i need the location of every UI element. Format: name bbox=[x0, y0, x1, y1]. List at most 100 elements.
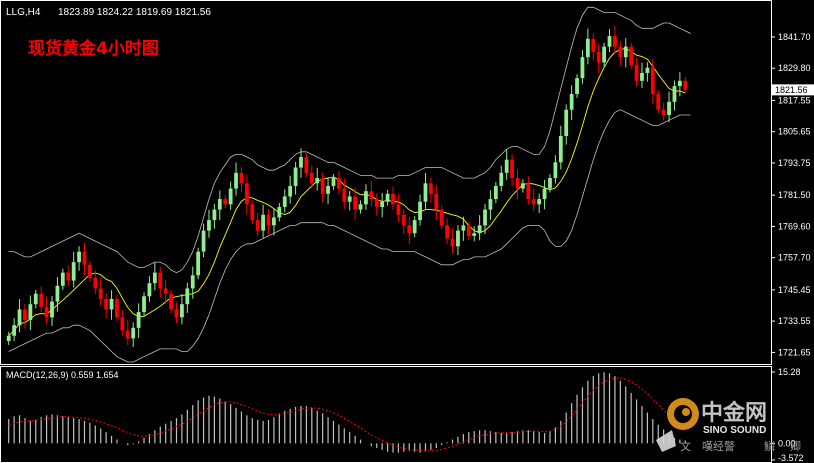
candle-body bbox=[623, 46, 628, 58]
candle-body bbox=[255, 220, 260, 231]
candle-body bbox=[667, 101, 671, 115]
candle-body bbox=[234, 172, 238, 189]
candle bbox=[66, 265, 71, 287]
candle-body bbox=[585, 38, 590, 58]
candle-body bbox=[55, 285, 60, 302]
candle bbox=[88, 260, 92, 282]
candle bbox=[656, 90, 661, 114]
candle-body bbox=[650, 67, 655, 94]
candle bbox=[499, 165, 504, 192]
candle bbox=[196, 247, 201, 280]
candle-body bbox=[553, 162, 558, 179]
candle bbox=[677, 72, 682, 97]
candle bbox=[255, 213, 260, 237]
candle-body bbox=[261, 214, 265, 231]
candle bbox=[315, 167, 320, 191]
candlesticks bbox=[6, 25, 688, 348]
candle bbox=[613, 25, 617, 54]
candle-body bbox=[374, 199, 379, 207]
candle bbox=[28, 295, 33, 331]
candle bbox=[93, 270, 98, 294]
candle-body bbox=[531, 199, 536, 205]
candle bbox=[244, 174, 249, 215]
candle-body bbox=[98, 288, 103, 299]
candle bbox=[23, 303, 27, 329]
price-tick-label: 1721.65 bbox=[778, 347, 811, 357]
price-tick-label: 1781.50 bbox=[778, 190, 811, 200]
candle bbox=[12, 318, 17, 342]
current-price-box bbox=[772, 84, 814, 96]
watermark-sub-1: 文 bbox=[680, 439, 691, 453]
candle-body bbox=[493, 185, 498, 200]
candle bbox=[299, 148, 303, 178]
moving-average-line bbox=[8, 47, 686, 337]
candle bbox=[336, 170, 341, 195]
candle bbox=[602, 42, 606, 67]
candle-body bbox=[152, 272, 157, 284]
candle bbox=[277, 203, 282, 222]
candle-body bbox=[66, 272, 71, 281]
candle-body bbox=[515, 178, 520, 189]
candle-body bbox=[88, 264, 92, 278]
candle bbox=[71, 251, 76, 288]
candle bbox=[223, 195, 228, 209]
candle-body bbox=[364, 191, 368, 205]
candle bbox=[50, 296, 54, 326]
candle-body bbox=[504, 159, 509, 173]
candle bbox=[136, 303, 141, 339]
price-tick-label: 1745.45 bbox=[778, 285, 811, 295]
candle bbox=[331, 174, 336, 190]
candle bbox=[98, 278, 103, 307]
candle-body bbox=[677, 80, 682, 87]
candle bbox=[385, 189, 390, 206]
candle-body bbox=[521, 183, 525, 189]
candle bbox=[250, 200, 255, 225]
candle bbox=[461, 216, 466, 241]
candle-body bbox=[50, 301, 54, 318]
candle bbox=[591, 33, 596, 61]
candle bbox=[423, 173, 428, 209]
candle bbox=[504, 149, 509, 180]
candle-body bbox=[174, 309, 179, 318]
candle bbox=[661, 102, 666, 121]
macd-tick-label: 15.28 bbox=[778, 367, 801, 377]
candle bbox=[239, 167, 244, 192]
candle bbox=[650, 59, 655, 105]
candle bbox=[450, 228, 455, 254]
candle-body bbox=[12, 325, 17, 336]
candle bbox=[142, 292, 146, 317]
candle bbox=[190, 266, 195, 299]
candle bbox=[466, 221, 471, 240]
candle bbox=[44, 296, 49, 325]
candle-body bbox=[602, 46, 606, 63]
candle bbox=[521, 179, 525, 193]
candle bbox=[596, 43, 601, 73]
candle-body bbox=[33, 293, 38, 305]
candle bbox=[667, 91, 671, 123]
candle-body bbox=[309, 172, 314, 184]
candle-body bbox=[163, 288, 168, 294]
candle bbox=[185, 282, 190, 313]
candle bbox=[412, 216, 417, 238]
candle bbox=[131, 322, 136, 348]
candle-body bbox=[412, 220, 417, 234]
candle bbox=[266, 209, 271, 235]
candle bbox=[169, 289, 173, 314]
candle bbox=[358, 200, 363, 214]
candle-body bbox=[510, 159, 514, 179]
candle-body bbox=[407, 225, 412, 234]
price-tick-label: 1805.65 bbox=[778, 127, 811, 137]
candle bbox=[109, 290, 114, 320]
bollinger-upper bbox=[8, 6, 691, 274]
candle-body bbox=[277, 206, 282, 218]
candle-body bbox=[656, 93, 661, 110]
candle bbox=[77, 246, 81, 271]
candle-body bbox=[672, 86, 677, 102]
candle-body bbox=[526, 183, 531, 200]
price-tick-label: 1817.55 bbox=[778, 95, 811, 105]
current-price-marker: 1821.56 bbox=[772, 84, 814, 96]
price-tick-label: 1769.60 bbox=[778, 221, 811, 231]
bollinger-bands bbox=[8, 6, 691, 363]
candle bbox=[180, 293, 184, 325]
